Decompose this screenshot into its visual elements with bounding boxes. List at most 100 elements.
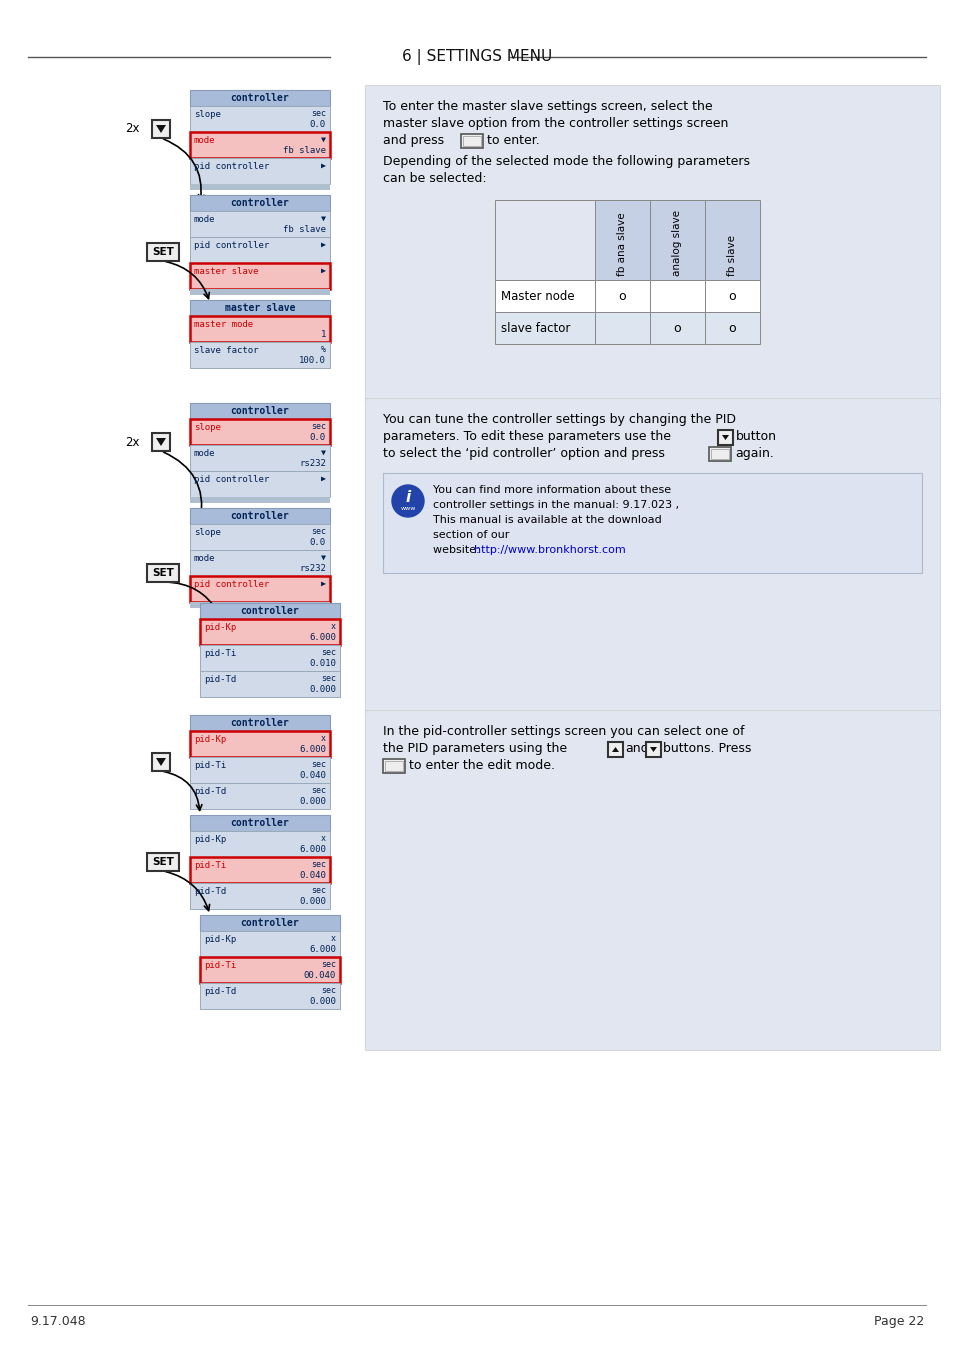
- Text: rs232: rs232: [299, 459, 326, 468]
- Text: sec: sec: [311, 860, 326, 869]
- Text: 100.0: 100.0: [299, 356, 326, 365]
- Text: %: %: [320, 346, 326, 354]
- Bar: [190, 508, 330, 524]
- Bar: [190, 418, 330, 446]
- Bar: [190, 194, 330, 211]
- Text: slope: slope: [193, 109, 221, 119]
- Text: x: x: [320, 834, 326, 842]
- Text: mode: mode: [193, 136, 215, 144]
- Bar: [460, 134, 482, 148]
- Bar: [649, 279, 704, 312]
- Polygon shape: [721, 435, 728, 440]
- Text: 2x: 2x: [126, 436, 140, 448]
- Text: 0.000: 0.000: [299, 896, 326, 906]
- Bar: [190, 211, 330, 238]
- Text: controller: controller: [231, 198, 289, 208]
- Text: ▶: ▶: [320, 579, 326, 589]
- Text: controller: controller: [231, 818, 289, 828]
- Bar: [649, 312, 704, 344]
- Bar: [595, 312, 649, 344]
- Text: sec: sec: [311, 786, 326, 795]
- Text: 2x: 2x: [126, 123, 140, 135]
- Bar: [190, 524, 330, 549]
- Text: controller: controller: [231, 406, 289, 416]
- Text: You can tune the controller settings by changing the PID: You can tune the controller settings by …: [382, 413, 735, 427]
- Bar: [190, 446, 330, 471]
- Text: the PID parameters using the: the PID parameters using the: [382, 743, 566, 755]
- Text: ▼: ▼: [320, 215, 326, 223]
- Text: ▼: ▼: [320, 135, 326, 144]
- Text: controller settings in the manual: 9.17.023 ,: controller settings in the manual: 9.17.…: [433, 500, 679, 510]
- Bar: [190, 602, 330, 608]
- Bar: [200, 915, 339, 931]
- Bar: [190, 549, 330, 576]
- Text: o: o: [728, 289, 736, 302]
- Text: controller: controller: [240, 918, 299, 927]
- Bar: [462, 136, 480, 146]
- Text: 0.000: 0.000: [309, 998, 335, 1006]
- Text: i: i: [405, 490, 410, 505]
- Bar: [147, 243, 179, 261]
- Bar: [147, 564, 179, 582]
- Bar: [200, 603, 339, 620]
- Text: 6.000: 6.000: [299, 845, 326, 855]
- Text: SET: SET: [152, 857, 173, 867]
- Bar: [190, 263, 330, 289]
- Bar: [147, 853, 179, 871]
- Bar: [190, 757, 330, 783]
- Text: sec: sec: [311, 886, 326, 895]
- Polygon shape: [156, 437, 166, 446]
- Text: parameters. To edit these parameters use the: parameters. To edit these parameters use…: [382, 431, 670, 443]
- Text: sec: sec: [311, 109, 326, 117]
- Bar: [190, 238, 330, 263]
- Text: and: and: [624, 743, 648, 755]
- Bar: [190, 576, 330, 602]
- Text: pid-Ti: pid-Ti: [193, 861, 226, 869]
- Text: 0.000: 0.000: [309, 684, 335, 694]
- Bar: [495, 312, 595, 344]
- Text: pid-Kp: pid-Kp: [193, 734, 226, 744]
- Bar: [190, 107, 330, 132]
- Text: x: x: [320, 734, 326, 743]
- Text: mode: mode: [193, 554, 215, 563]
- Text: 9.17.048: 9.17.048: [30, 1315, 86, 1328]
- Text: pid-Td: pid-Td: [193, 787, 226, 796]
- Text: o: o: [728, 321, 736, 335]
- Text: buttons. Press: buttons. Press: [662, 743, 751, 755]
- Bar: [190, 815, 330, 832]
- Text: 0.010: 0.010: [309, 659, 335, 668]
- Bar: [382, 759, 405, 774]
- Bar: [152, 753, 170, 771]
- Bar: [200, 645, 339, 671]
- Bar: [152, 120, 170, 138]
- Bar: [190, 90, 330, 107]
- Bar: [607, 743, 622, 757]
- Text: o: o: [673, 321, 680, 335]
- Text: fb slave: fb slave: [283, 225, 326, 234]
- Bar: [190, 883, 330, 909]
- Text: 6.000: 6.000: [299, 745, 326, 755]
- Text: and press: and press: [382, 134, 444, 147]
- Bar: [200, 957, 339, 983]
- Bar: [190, 716, 330, 730]
- Bar: [704, 200, 760, 279]
- Text: pid-Kp: pid-Kp: [204, 622, 236, 632]
- Text: controller: controller: [231, 512, 289, 521]
- Text: Master node: Master node: [500, 289, 574, 302]
- Bar: [704, 279, 760, 312]
- Text: website:: website:: [433, 545, 483, 555]
- Text: You can find more information about these: You can find more information about thes…: [433, 485, 670, 495]
- Bar: [152, 433, 170, 451]
- Text: This manual is available at the download: This manual is available at the download: [433, 514, 661, 525]
- Text: 0.0: 0.0: [310, 433, 326, 441]
- Bar: [595, 279, 649, 312]
- Text: sec: sec: [320, 960, 335, 969]
- Text: x: x: [331, 622, 335, 630]
- Bar: [649, 200, 704, 279]
- Text: pid-Kp: pid-Kp: [204, 936, 236, 944]
- Text: 0.0: 0.0: [310, 120, 326, 130]
- Bar: [190, 289, 330, 296]
- Text: 0.040: 0.040: [299, 771, 326, 780]
- Text: http://www.bronkhorst.com: http://www.bronkhorst.com: [474, 545, 625, 555]
- Bar: [190, 471, 330, 497]
